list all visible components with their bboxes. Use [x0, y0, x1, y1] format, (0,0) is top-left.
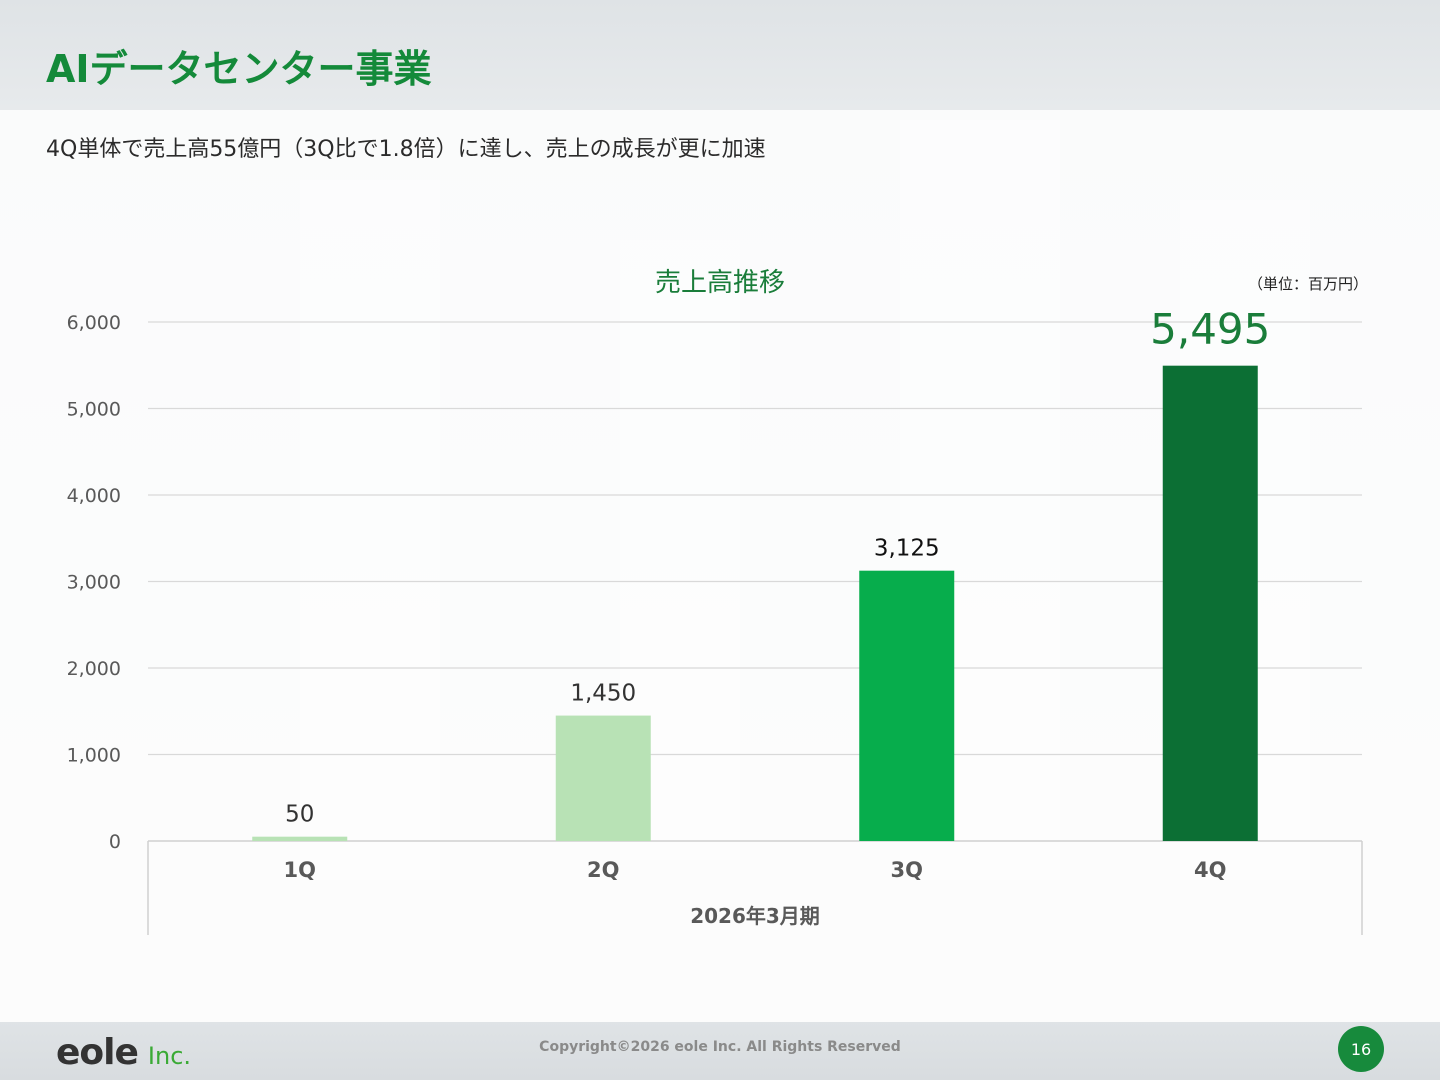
bar-2q: [555, 715, 651, 841]
y-tick-label: 2,000: [67, 658, 121, 680]
logo-suffix: Inc.: [147, 1042, 192, 1070]
page-title: AIデータセンター事業: [46, 47, 432, 91]
slide-subtitle: 4Q単体で売上高55億円（3Q比で1.8倍）に達し、売上の成長が更に加速: [46, 137, 766, 162]
bar-4q: [1162, 365, 1258, 841]
x-tick-label: 2Q: [587, 858, 619, 882]
y-tick-label: 5,000: [67, 399, 121, 421]
y-tick-label: 6,000: [67, 312, 121, 334]
y-tick-label: 4,000: [67, 485, 121, 507]
y-tick-label: 0: [109, 831, 121, 853]
data-label: 3,125: [874, 536, 940, 562]
bar-1q: [252, 836, 348, 841]
data-label: 5,495: [1150, 305, 1270, 354]
x-axis-title: 2026年3月期: [690, 904, 820, 928]
page-number-badge: 16: [1338, 1026, 1384, 1072]
copyright-text: Copyright©2026 eole Inc. All Rights Rese…: [539, 1039, 901, 1055]
unit-note: （単位：百万円）: [1247, 275, 1368, 293]
chart-title: 売上高推移: [654, 268, 785, 298]
y-tick-label: 1,000: [67, 745, 121, 767]
data-label: 1,450: [570, 681, 636, 707]
data-label: 50: [285, 802, 314, 828]
x-tick-label: 3Q: [891, 858, 923, 882]
company-logo: eole Inc.: [56, 1032, 191, 1073]
bar-3q: [859, 570, 955, 841]
logo-mark: eole: [56, 1032, 139, 1073]
y-tick-label: 3,000: [67, 572, 121, 594]
x-tick-label: 1Q: [284, 858, 316, 882]
x-tick-label: 4Q: [1194, 858, 1226, 882]
